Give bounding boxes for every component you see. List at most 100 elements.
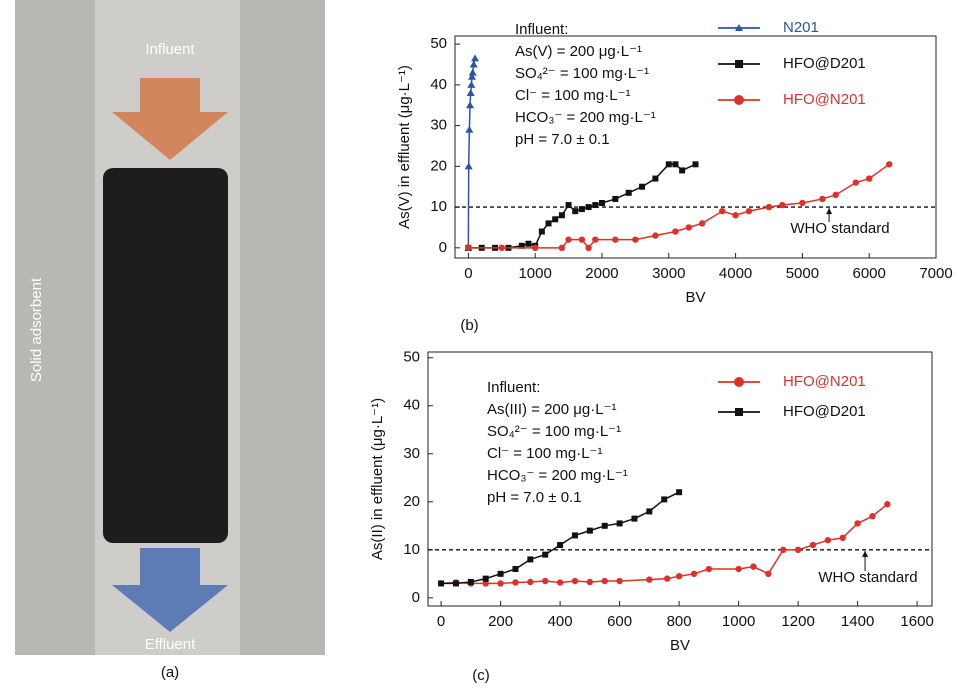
marker xyxy=(732,212,739,219)
marker xyxy=(469,60,478,68)
x-tick-label: 3000 xyxy=(652,265,685,282)
photo-label: Effluent xyxy=(145,636,196,653)
legend-label: N201 xyxy=(783,19,819,36)
marker xyxy=(625,189,632,196)
marker xyxy=(542,551,549,558)
marker xyxy=(467,80,476,88)
x-tick-label: 400 xyxy=(548,613,573,630)
marker xyxy=(598,200,605,207)
legend-label: HFO@D201 xyxy=(783,55,866,72)
marker xyxy=(632,236,639,243)
marker xyxy=(578,236,586,243)
x-tick-label: 800 xyxy=(667,613,692,630)
marker xyxy=(586,578,594,586)
marker xyxy=(525,240,532,247)
marker xyxy=(886,161,893,168)
marker xyxy=(527,578,534,586)
x-tick-label: 1000 xyxy=(518,265,551,282)
marker xyxy=(497,570,504,577)
x-tick-label: 4000 xyxy=(719,265,752,282)
legend-label: HFO@N201 xyxy=(783,91,866,108)
marker xyxy=(705,565,713,573)
photo-label: Influent xyxy=(145,41,195,58)
marker xyxy=(585,244,592,252)
marker xyxy=(471,54,480,62)
legend-marker xyxy=(734,95,744,105)
chart: 0 10 20 30 40 50 0 1000 2000 3000 4000 5000 6000 7000… xyxy=(396,19,953,334)
marker xyxy=(497,580,504,587)
series-line xyxy=(468,163,696,249)
marker xyxy=(498,244,505,252)
marker xyxy=(466,89,475,97)
marker xyxy=(482,575,489,582)
marker xyxy=(545,220,552,227)
marker xyxy=(531,244,539,252)
marker xyxy=(809,541,817,549)
marker xyxy=(675,573,683,580)
marker xyxy=(824,537,832,544)
marker xyxy=(452,580,459,587)
marker xyxy=(556,579,564,586)
marker xyxy=(438,580,445,587)
y-tick-label: 50 xyxy=(403,349,420,366)
x-axis-label: BV xyxy=(670,637,690,654)
photo: Influent Solid adsorbent Effluent (a) xyxy=(15,0,325,681)
x-tick-label: 7000 xyxy=(919,265,952,282)
marker xyxy=(468,68,477,76)
marker xyxy=(558,212,565,219)
marker xyxy=(750,563,757,570)
marker xyxy=(652,175,659,182)
annotation: Influent: xyxy=(487,379,540,396)
adsorbent-column xyxy=(103,168,228,543)
marker xyxy=(672,161,679,168)
marker xyxy=(601,577,608,585)
x-tick-label: 1400 xyxy=(841,613,874,630)
marker xyxy=(612,236,619,243)
marker xyxy=(832,191,839,199)
marker xyxy=(854,520,861,527)
marker xyxy=(765,570,772,578)
annotation: Cl⁻ = 100 mg·L⁻¹ xyxy=(515,87,630,104)
x-tick-label: 5000 xyxy=(786,265,819,282)
x-tick-label: 600 xyxy=(607,613,632,630)
annotation: Cl⁻ = 100 mg·L⁻¹ xyxy=(487,445,602,462)
marker xyxy=(616,577,623,585)
plot-frame xyxy=(454,35,937,259)
annotation: HCO₃⁻ = 200 mg·L⁻¹ xyxy=(487,467,628,484)
marker xyxy=(466,101,475,109)
y-tick-label: 20 xyxy=(403,493,420,510)
y-axis-label: As(II) in effluent (μg·L⁻¹) xyxy=(369,398,386,560)
marker xyxy=(794,546,802,554)
marker xyxy=(616,520,623,527)
marker xyxy=(585,204,592,211)
caption: (b) xyxy=(460,317,478,334)
x-tick-label: 0 xyxy=(464,265,472,282)
marker xyxy=(765,203,773,211)
reference-label: WHO standard xyxy=(818,569,917,586)
marker xyxy=(465,125,474,133)
marker xyxy=(542,577,549,585)
reference-arrowhead xyxy=(862,550,869,557)
legend-marker xyxy=(734,377,744,387)
x-tick-label: 1200 xyxy=(781,613,814,630)
marker xyxy=(538,228,545,235)
marker xyxy=(780,546,787,554)
x-tick-label: 6000 xyxy=(853,265,886,282)
marker xyxy=(639,183,646,190)
annotation: SO₄²⁻ = 100 mg·L⁻¹ xyxy=(487,423,621,440)
marker xyxy=(698,220,706,227)
marker xyxy=(518,242,525,249)
marker xyxy=(464,162,473,170)
marker xyxy=(592,202,599,209)
marker xyxy=(612,195,619,202)
x-tick-label: 2000 xyxy=(585,265,618,282)
y-tick-label: 50 xyxy=(430,35,447,52)
marker xyxy=(745,207,753,215)
annotation: pH = 7.0 ± 0.1 xyxy=(515,131,610,148)
y-tick-label: 20 xyxy=(430,157,447,174)
y-tick-label: 0 xyxy=(412,589,420,606)
x-tick-label: 200 xyxy=(488,613,513,630)
marker xyxy=(512,566,519,573)
series-line xyxy=(467,58,476,248)
